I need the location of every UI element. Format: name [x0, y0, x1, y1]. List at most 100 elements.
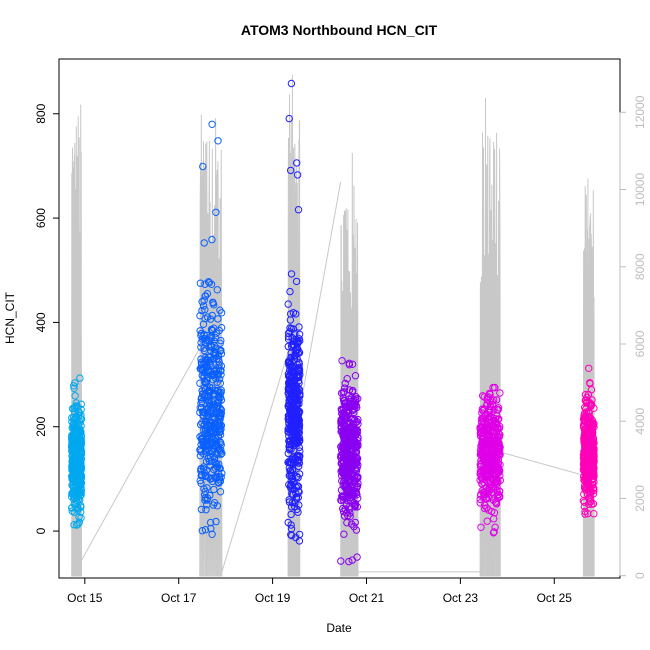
data-point — [291, 424, 299, 433]
data-point — [212, 408, 220, 416]
data-point — [345, 487, 354, 495]
data-point — [288, 471, 296, 480]
data-point — [340, 530, 348, 538]
data-point — [210, 485, 218, 494]
data-point — [292, 277, 301, 286]
data-point — [295, 330, 304, 338]
data-point — [289, 466, 297, 475]
data-point — [75, 409, 84, 417]
data-point — [75, 408, 83, 416]
data-point — [196, 446, 204, 454]
data-point — [212, 517, 220, 526]
data-point — [208, 530, 216, 538]
data-point — [477, 523, 485, 531]
data-point — [353, 503, 361, 511]
data-point — [345, 391, 353, 400]
data-point — [493, 454, 501, 462]
data-point — [491, 383, 499, 392]
data-point — [354, 473, 362, 481]
y2-tick-label: 2000 — [633, 485, 647, 512]
data-point — [496, 422, 504, 431]
data-point — [588, 478, 597, 486]
data-point — [209, 299, 217, 307]
data-point — [212, 472, 220, 480]
data-point — [490, 515, 498, 523]
data-point — [199, 162, 207, 171]
data-point — [214, 137, 222, 145]
data-point — [354, 420, 362, 428]
data-point — [290, 404, 298, 413]
data-point — [587, 402, 595, 410]
data-point — [207, 325, 216, 334]
data-point — [196, 476, 204, 485]
data-point — [203, 376, 211, 384]
data-point — [201, 292, 210, 300]
data-point — [215, 361, 223, 369]
data-point — [206, 518, 215, 527]
data-point — [210, 465, 218, 474]
data-point — [215, 326, 224, 335]
data-point — [216, 477, 225, 485]
data-point — [208, 421, 216, 430]
data-point — [287, 166, 295, 175]
data-point — [286, 287, 294, 296]
data-point — [211, 333, 220, 342]
data-point — [211, 349, 219, 358]
data-point — [287, 521, 295, 529]
data-point — [207, 280, 216, 288]
data-point — [198, 306, 206, 315]
data-point — [205, 279, 214, 287]
data-point — [74, 520, 82, 528]
data-point — [491, 498, 500, 506]
data-point — [288, 378, 296, 386]
data-point — [493, 461, 501, 470]
data-point — [344, 439, 352, 447]
y-axis-label: HCN_CIT — [3, 291, 17, 344]
data-point — [352, 438, 360, 447]
data-point — [197, 399, 205, 407]
data-point — [77, 514, 85, 522]
data-point — [198, 434, 207, 442]
data-point — [590, 510, 598, 518]
data-point — [68, 447, 76, 455]
data-point — [286, 324, 294, 332]
data-point — [214, 315, 222, 323]
data-point — [347, 520, 356, 528]
data-point — [337, 423, 345, 431]
data-point — [199, 408, 207, 416]
data-point — [588, 454, 596, 462]
data-point — [202, 506, 210, 514]
data-point — [338, 492, 346, 500]
data-point — [488, 454, 496, 463]
y-tick-label: 400 — [34, 312, 48, 332]
data-point — [485, 484, 494, 492]
data-point — [71, 419, 79, 427]
data-point — [76, 457, 85, 466]
data-point — [354, 395, 362, 403]
data-point — [214, 387, 222, 395]
data-point — [69, 476, 77, 484]
data-point — [487, 466, 495, 475]
data-point — [201, 526, 210, 534]
data-point — [486, 390, 494, 399]
data-point — [77, 474, 86, 483]
y-tick-label: 0 — [34, 527, 48, 534]
data-point — [72, 399, 81, 407]
data-point — [77, 501, 85, 510]
data-point — [345, 557, 353, 566]
data-point — [581, 391, 590, 399]
data-point — [292, 405, 301, 413]
data-point — [202, 378, 210, 386]
x-axis-label: Date — [326, 621, 352, 635]
data-point — [295, 349, 304, 357]
data-point — [70, 384, 78, 392]
data-point — [285, 420, 293, 428]
data-point — [587, 487, 595, 496]
data-point — [287, 79, 296, 88]
data-point — [351, 518, 359, 527]
data-point — [493, 448, 501, 456]
data-point — [294, 508, 302, 516]
data-point — [337, 419, 345, 427]
data-point — [211, 464, 219, 472]
data-point — [488, 434, 497, 443]
